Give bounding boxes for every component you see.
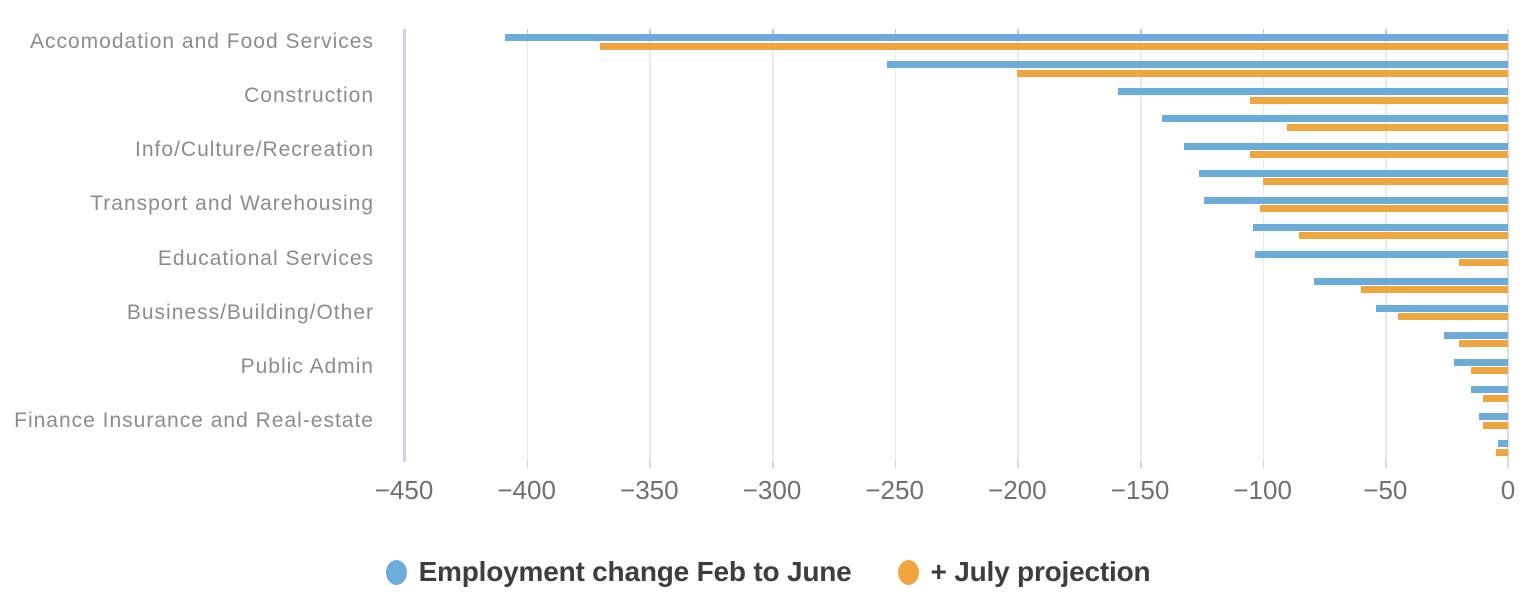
bar-row <box>404 56 1508 83</box>
bar-row <box>404 273 1508 300</box>
bar-july-projection <box>1471 367 1508 375</box>
bar-row <box>404 191 1508 218</box>
x-tick-label: −400 <box>497 475 556 505</box>
bar-row <box>404 218 1508 245</box>
bar-july-projection <box>1495 448 1508 456</box>
gridline <box>894 29 897 468</box>
bar-feb-to-june <box>1162 115 1508 123</box>
bar-july-projection <box>600 42 1508 50</box>
legend-item-feb-june: Employment change Feb to June <box>385 556 852 588</box>
gridline <box>772 29 774 468</box>
bar-july-projection <box>1017 69 1508 77</box>
bar-july-projection <box>1250 96 1508 104</box>
gridline <box>1262 29 1265 468</box>
category-label: Construction <box>244 84 374 108</box>
bar-july-projection <box>1397 313 1508 321</box>
legend-dot-orange-icon <box>897 559 919 585</box>
bar-feb-to-june <box>504 34 1508 42</box>
bar-feb-to-june <box>1314 277 1508 285</box>
category-label: Info/Culture/Recreation <box>135 138 374 162</box>
bar-feb-to-june <box>1203 196 1508 204</box>
x-tick-label: −100 <box>1233 475 1292 505</box>
category-label: Public Admin <box>240 354 374 378</box>
gridline <box>1385 29 1387 468</box>
bar-feb-to-june <box>1444 331 1508 339</box>
left-axis-line <box>403 29 406 462</box>
x-tick-label: 0 <box>1500 475 1516 505</box>
legend-label-feb-june: Employment change Feb to June <box>418 556 852 587</box>
bar-july-projection <box>1299 232 1508 240</box>
bar-row <box>404 137 1508 164</box>
gridline <box>1017 29 1019 468</box>
bar-row <box>404 246 1508 273</box>
bar-july-projection <box>1458 340 1508 348</box>
legend-item-july-projection: + July projection <box>897 556 1151 588</box>
gridline <box>526 29 529 468</box>
legend: Employment change Feb to June + July pro… <box>0 550 1536 594</box>
bar-row <box>404 29 1508 56</box>
category-label: Accomodation and Food Services <box>29 30 374 53</box>
bar-july-projection <box>1483 421 1508 429</box>
bar-feb-to-june <box>1375 304 1508 312</box>
bar-feb-to-june <box>887 61 1508 69</box>
bar-july-projection <box>1458 259 1508 267</box>
bar-july-projection <box>1250 150 1508 158</box>
bar-july-projection <box>1262 178 1508 185</box>
bar-row <box>404 164 1508 191</box>
gridline <box>1140 29 1142 468</box>
bar-row <box>404 110 1508 137</box>
bar-july-projection <box>1360 286 1508 294</box>
bar-feb-to-june <box>1471 386 1508 394</box>
x-tick-label: −350 <box>620 475 679 505</box>
x-tick-label: −250 <box>865 475 924 505</box>
bar-july-projection <box>1287 123 1508 131</box>
category-label: Transport and Warehousing <box>90 192 374 216</box>
bar-july-projection <box>1260 205 1508 213</box>
x-tick-label: −150 <box>1110 475 1170 505</box>
bar-july-projection <box>1483 394 1508 402</box>
bar-row <box>404 354 1508 381</box>
bar-row <box>404 300 1508 327</box>
plot-area <box>403 29 1509 468</box>
legend-dot-blue-icon <box>385 559 407 585</box>
bar-row <box>404 83 1508 110</box>
bar-feb-to-june <box>1198 169 1508 177</box>
x-tick-label: −300 <box>742 475 802 505</box>
category-label: Educational Services <box>157 246 374 270</box>
x-tick-label: −50 <box>1363 475 1408 505</box>
bar-feb-to-june <box>1255 250 1508 258</box>
bar-feb-to-june <box>1117 88 1508 96</box>
x-tick-label: −450 <box>374 475 434 505</box>
bar-row <box>404 327 1508 354</box>
zero-axis-line <box>1506 29 1509 468</box>
category-axis: Accomodation and Food Services Constructi… <box>0 29 374 462</box>
legend-label-july-projection: + July projection <box>930 556 1151 587</box>
category-label: Business/Building/Other <box>126 300 374 324</box>
bar-feb-to-june <box>1454 359 1508 367</box>
bar-row <box>404 381 1508 408</box>
bar-feb-to-june <box>1478 413 1508 421</box>
gridline <box>649 29 651 468</box>
bar-feb-to-june <box>1184 142 1508 150</box>
bar-row <box>404 408 1508 435</box>
x-axis-ticks: −450 −400 −350 −300 −250 −200 −150 −100 −50 0 <box>375 475 1516 505</box>
x-tick-label: −200 <box>988 475 1047 505</box>
category-label: Finance Insurance and Real-estate <box>14 408 374 432</box>
bar-feb-to-june <box>1498 440 1508 448</box>
bar-feb-to-june <box>1252 223 1508 231</box>
bar-row <box>404 435 1508 462</box>
